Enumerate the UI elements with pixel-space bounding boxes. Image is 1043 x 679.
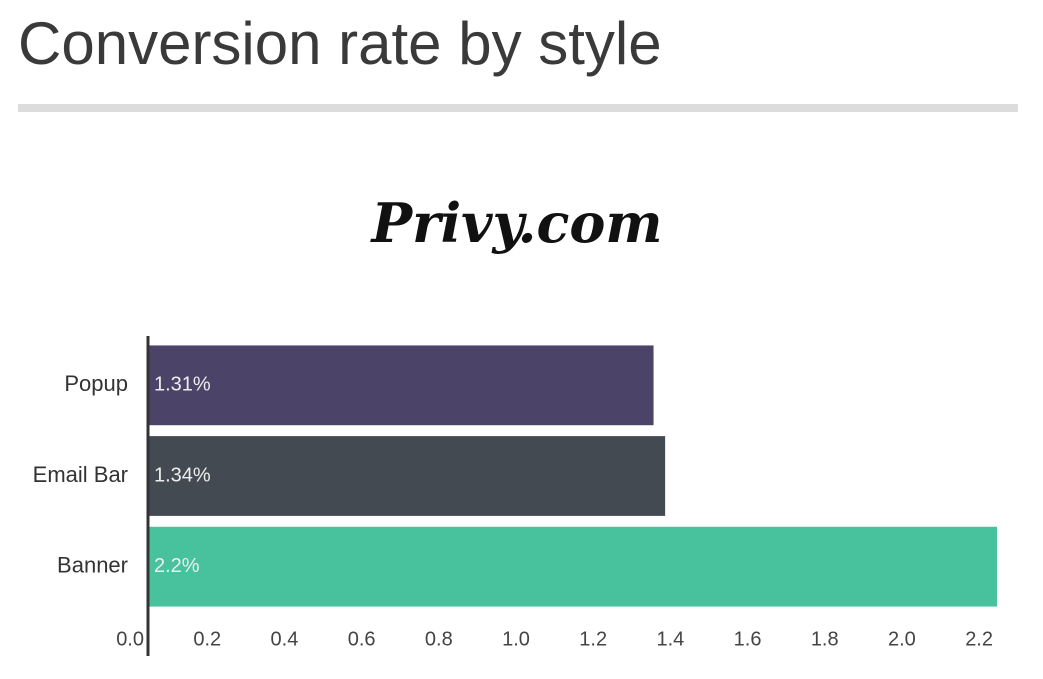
logo: Privy.com [370, 191, 663, 255]
title-rule [18, 104, 1018, 112]
x-tick-label: 0.8 [425, 628, 453, 650]
y-tick-label: Banner [57, 552, 128, 577]
chart-title: Conversion rate by style [18, 10, 662, 77]
bar [148, 526, 997, 607]
bar [148, 436, 666, 516]
value-label: 1.31% [154, 374, 211, 396]
x-tick-label: 2.0 [888, 628, 916, 650]
x-tick-label: 1.2 [579, 628, 607, 650]
x-tick-label: 0.0 [116, 628, 144, 650]
x-tick-label: 1.6 [734, 628, 762, 650]
x-tick-label: 0.2 [193, 628, 221, 650]
x-tick-label: 1.8 [811, 628, 839, 650]
bar [148, 345, 654, 426]
y-tick-label: Popup [64, 371, 128, 396]
x-tick-label: 2.2 [965, 628, 993, 650]
x-tick-label: 0.6 [348, 628, 376, 650]
value-label: 2.2% [154, 555, 200, 577]
x-tick-label: 1.0 [502, 628, 530, 650]
y-tick-label: Email Bar [33, 462, 128, 487]
x-tick-label: 0.4 [271, 628, 299, 650]
x-tick-label: 1.4 [656, 628, 684, 650]
value-label: 1.34% [154, 464, 211, 486]
